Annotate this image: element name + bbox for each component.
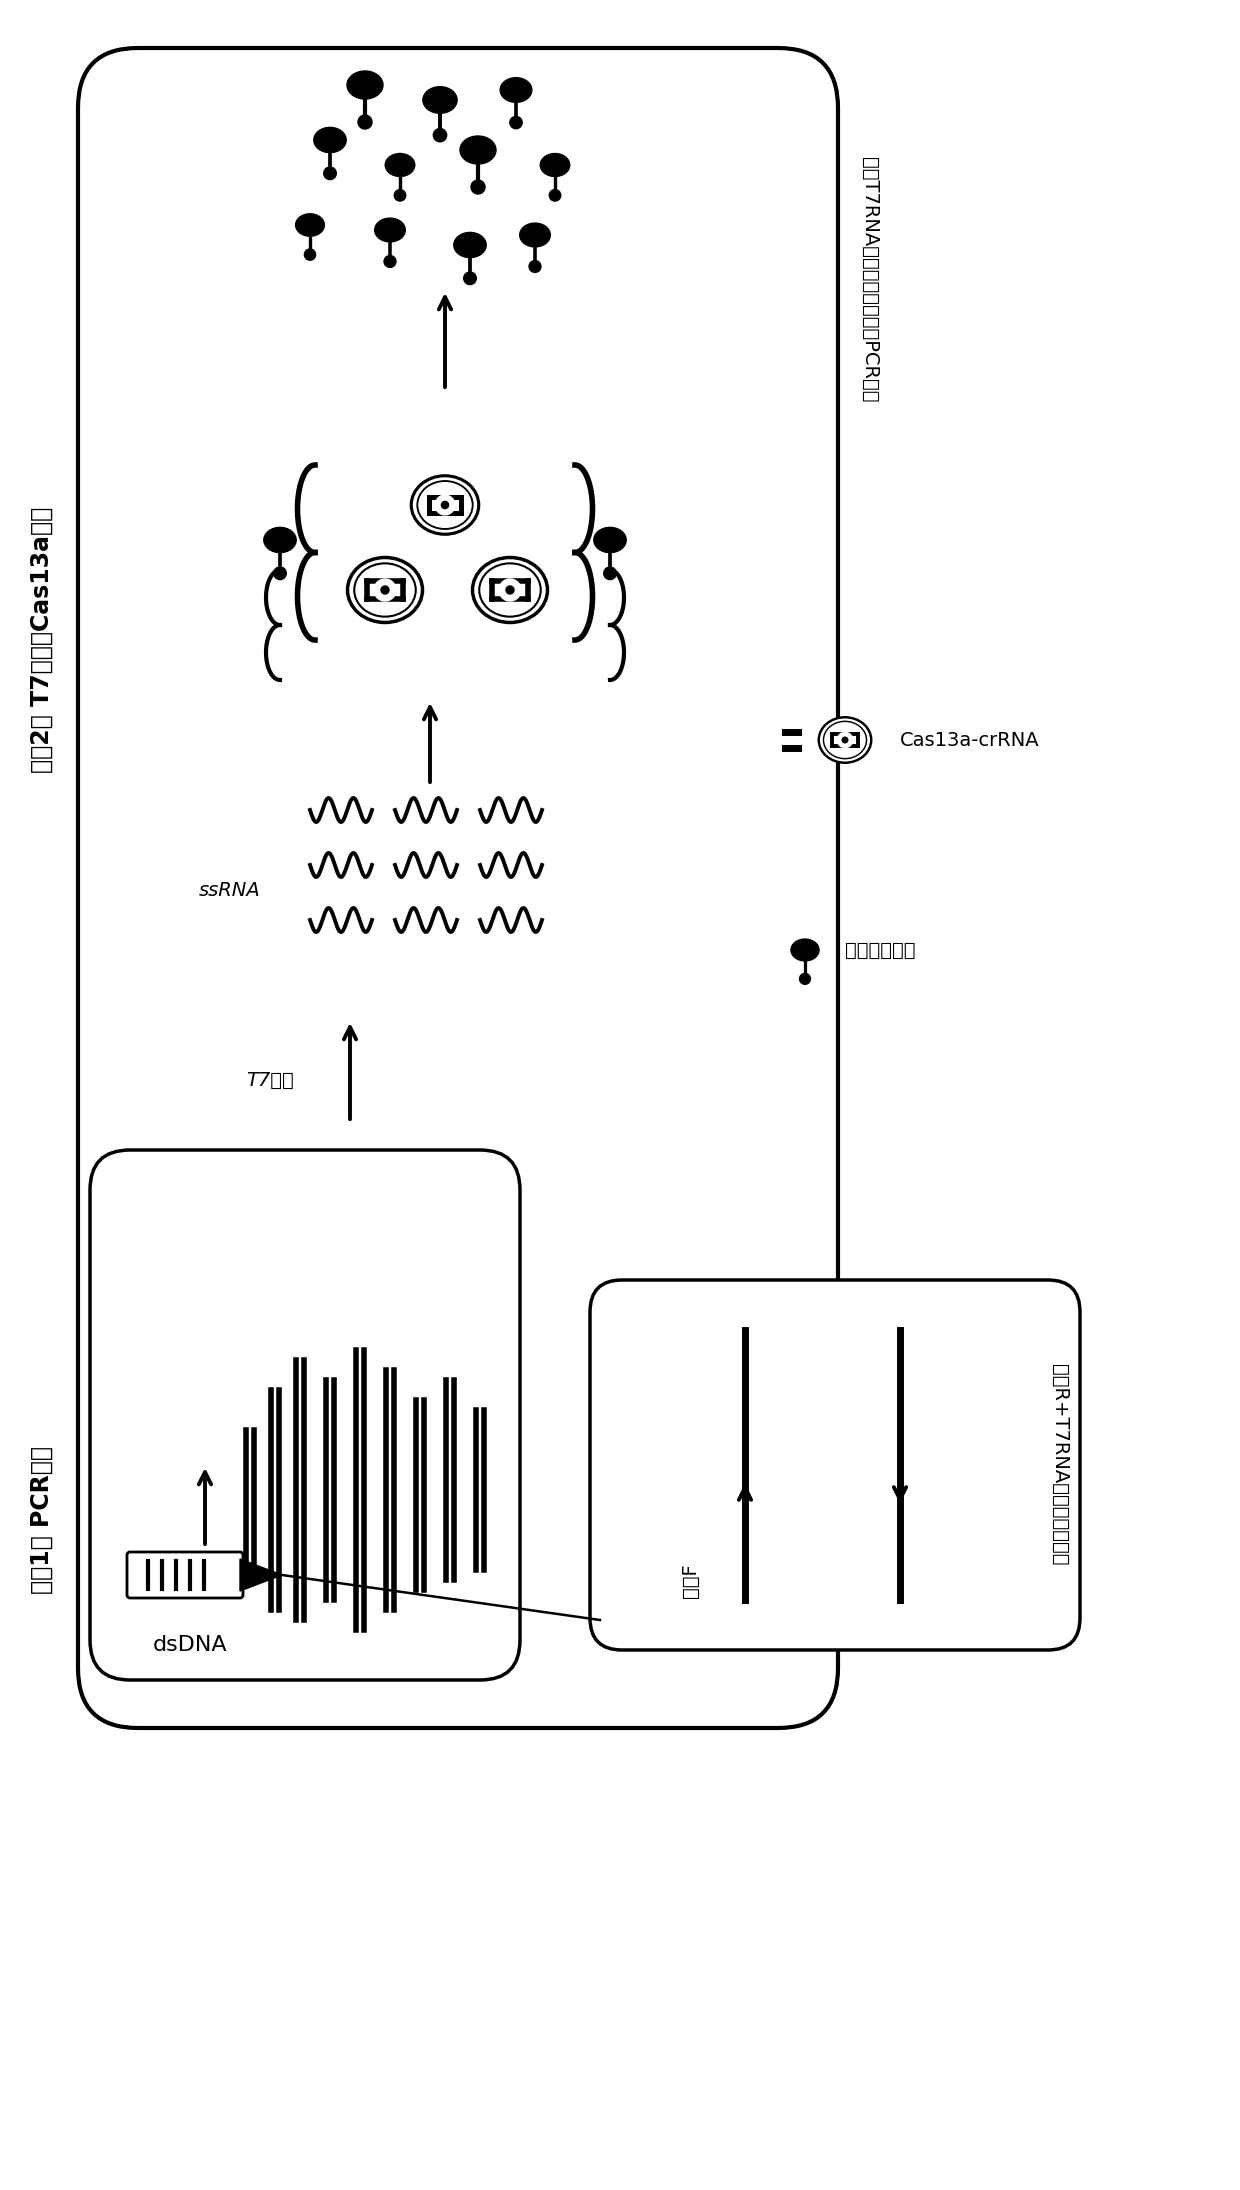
Circle shape <box>381 587 389 593</box>
Ellipse shape <box>472 558 548 622</box>
Ellipse shape <box>520 223 551 247</box>
Circle shape <box>358 116 372 129</box>
Circle shape <box>304 250 316 261</box>
Ellipse shape <box>454 232 486 258</box>
Circle shape <box>549 191 560 201</box>
Circle shape <box>498 578 521 600</box>
Text: 带有T7RNA聚合酶识别序列的PCR产物: 带有T7RNA聚合酶识别序列的PCR产物 <box>861 158 879 403</box>
Polygon shape <box>241 1559 281 1590</box>
Text: 步骤2： T7转录和Cas13a检测: 步骤2： T7转录和Cas13a检测 <box>30 506 55 773</box>
Circle shape <box>529 261 541 272</box>
Circle shape <box>506 587 515 593</box>
Ellipse shape <box>460 136 496 164</box>
Circle shape <box>441 502 449 508</box>
Ellipse shape <box>823 721 867 758</box>
Ellipse shape <box>295 215 325 237</box>
Circle shape <box>800 972 811 983</box>
Ellipse shape <box>355 563 415 618</box>
Text: 引物R+T7RNA聚合酶识别序列: 引物R+T7RNA聚合酶识别序列 <box>1050 1364 1069 1566</box>
Ellipse shape <box>264 528 296 552</box>
Ellipse shape <box>500 77 532 103</box>
Circle shape <box>384 256 396 267</box>
FancyBboxPatch shape <box>78 48 838 1728</box>
Ellipse shape <box>594 528 626 552</box>
Circle shape <box>604 567 616 580</box>
Circle shape <box>842 738 848 742</box>
Ellipse shape <box>412 475 479 534</box>
Ellipse shape <box>347 70 383 99</box>
Ellipse shape <box>347 558 423 622</box>
Circle shape <box>510 116 522 129</box>
Circle shape <box>394 191 405 201</box>
Ellipse shape <box>374 219 405 241</box>
Text: 引物F: 引物F <box>681 1564 699 1599</box>
Text: 步骤1： PCR扩增: 步骤1： PCR扩增 <box>30 1445 55 1594</box>
FancyBboxPatch shape <box>126 1553 243 1599</box>
Circle shape <box>837 731 853 747</box>
Circle shape <box>433 129 446 142</box>
Ellipse shape <box>541 153 569 177</box>
Ellipse shape <box>818 718 872 762</box>
Text: ssRNA: ssRNA <box>200 880 260 900</box>
Text: 切割报导基因: 切割报导基因 <box>844 940 915 959</box>
Circle shape <box>471 180 485 195</box>
Ellipse shape <box>423 88 458 114</box>
Circle shape <box>324 166 336 180</box>
Circle shape <box>464 272 476 285</box>
FancyBboxPatch shape <box>91 1150 520 1680</box>
Circle shape <box>435 495 455 515</box>
FancyBboxPatch shape <box>590 1279 1080 1649</box>
Text: dsDNA: dsDNA <box>153 1636 227 1656</box>
Text: Cas13a-crRNA: Cas13a-crRNA <box>900 731 1039 749</box>
Text: T7转录: T7转录 <box>246 1071 294 1088</box>
Ellipse shape <box>479 563 541 618</box>
Ellipse shape <box>418 482 472 530</box>
Circle shape <box>274 567 286 580</box>
Ellipse shape <box>791 940 820 961</box>
Ellipse shape <box>314 127 346 153</box>
Circle shape <box>374 578 396 600</box>
Ellipse shape <box>386 153 414 177</box>
